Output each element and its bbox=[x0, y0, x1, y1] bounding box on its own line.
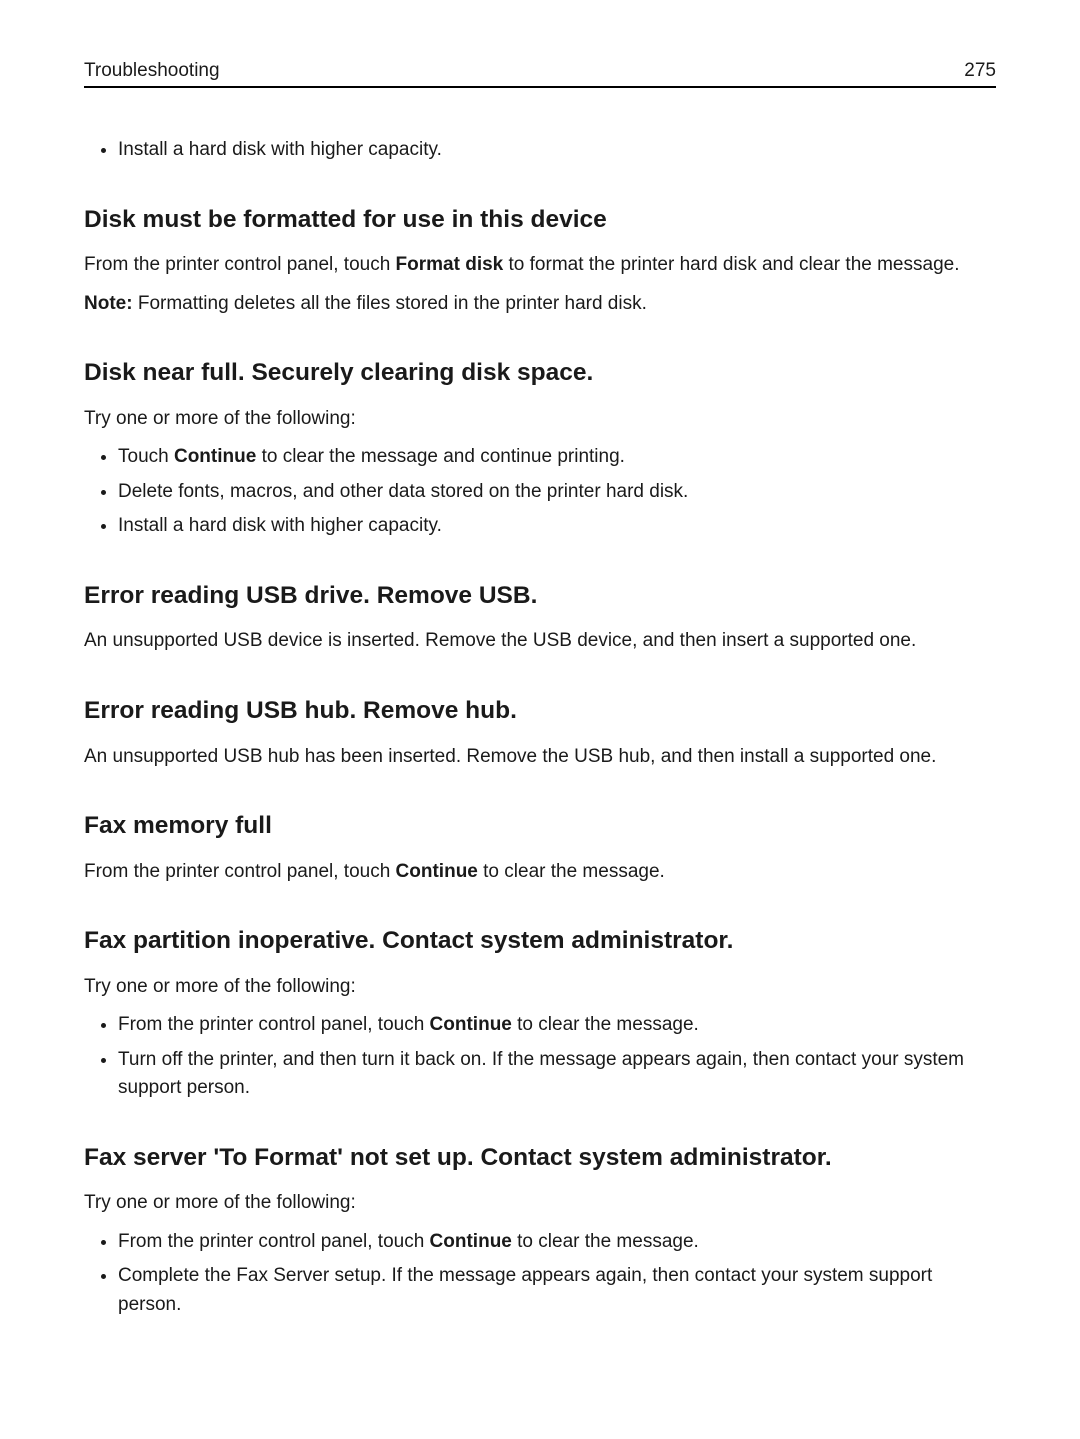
section-heading: Error reading USB hub. Remove hub. bbox=[84, 696, 996, 727]
text-run: From the printer control panel, touch bbox=[118, 1014, 430, 1035]
paragraph: Note: Formatting deletes all the files s… bbox=[84, 290, 996, 319]
text-run: An unsupported USB hub has been inserted… bbox=[84, 746, 936, 767]
list-item: Install a hard disk with higher capacity… bbox=[118, 136, 996, 165]
bullet-list: From the printer control panel, touch Co… bbox=[84, 1011, 996, 1103]
text-run: Delete fonts, macros, and other data sto… bbox=[118, 481, 688, 502]
text-run: to clear the message. bbox=[512, 1231, 699, 1252]
paragraph: An unsupported USB device is inserted. R… bbox=[84, 627, 996, 656]
text-run: From the printer control panel, touch bbox=[84, 254, 396, 275]
bold-text: Continue bbox=[174, 446, 256, 467]
bold-text: Note: bbox=[84, 293, 133, 314]
bold-text: Format disk bbox=[396, 254, 504, 275]
header-title: Troubleshooting bbox=[84, 60, 220, 82]
doc-section: Disk near full. Securely clearing disk s… bbox=[84, 358, 996, 541]
text-run: Touch bbox=[118, 446, 174, 467]
section-heading: Disk must be formatted for use in this d… bbox=[84, 205, 996, 236]
text-run: Install a hard disk with higher capacity… bbox=[118, 515, 442, 536]
doc-section: Fax memory full From the printer control … bbox=[84, 811, 996, 886]
doc-section: Error reading USB drive. Remove USB. An u… bbox=[84, 581, 996, 656]
section-heading: Disk near full. Securely clearing disk s… bbox=[84, 358, 996, 389]
paragraph: Try one or more of the following: bbox=[84, 973, 996, 1002]
text-run: Complete the Fax Server setup. If the me… bbox=[118, 1265, 932, 1315]
list-item: Complete the Fax Server setup. If the me… bbox=[118, 1262, 996, 1319]
text-run: Formatting deletes all the files stored … bbox=[133, 293, 647, 314]
page-header: Troubleshooting 275 bbox=[84, 60, 996, 88]
paragraph: An unsupported USB hub has been inserted… bbox=[84, 743, 996, 772]
doc-section: Error reading USB hub. Remove hub. An uns… bbox=[84, 696, 996, 771]
intro-bullet-list: Install a hard disk with higher capacity… bbox=[84, 136, 996, 165]
list-item: Delete fonts, macros, and other data sto… bbox=[118, 478, 996, 507]
doc-section: Fax partition inoperative. Contact syste… bbox=[84, 926, 996, 1103]
section-heading: Error reading USB drive. Remove USB. bbox=[84, 581, 996, 612]
text-run: to format the printer hard disk and clea… bbox=[503, 254, 959, 275]
text-run: Try one or more of the following: bbox=[84, 1192, 356, 1213]
text-run: An unsupported USB device is inserted. R… bbox=[84, 630, 916, 651]
bold-text: Continue bbox=[396, 861, 478, 882]
text-run: to clear the message and continue printi… bbox=[256, 446, 625, 467]
page-number: 275 bbox=[964, 60, 996, 82]
bold-text: Continue bbox=[430, 1014, 512, 1035]
list-item: From the printer control panel, touch Co… bbox=[118, 1011, 996, 1040]
list-item: Touch Continue to clear the message and … bbox=[118, 443, 996, 472]
text-run: From the printer control panel, touch bbox=[118, 1231, 430, 1252]
paragraph: Try one or more of the following: bbox=[84, 405, 996, 434]
section-heading: Fax partition inoperative. Contact syste… bbox=[84, 926, 996, 957]
doc-section: Disk must be formatted for use in this d… bbox=[84, 205, 996, 319]
text-run: to clear the message. bbox=[478, 861, 665, 882]
section-heading: Fax memory full bbox=[84, 811, 996, 842]
text-run: Turn off the printer, and then turn it b… bbox=[118, 1049, 964, 1099]
text-run: to clear the message. bbox=[512, 1014, 699, 1035]
list-item: From the printer control panel, touch Co… bbox=[118, 1228, 996, 1257]
bullet-list: From the printer control panel, touch Co… bbox=[84, 1228, 996, 1320]
text-run: From the printer control panel, touch bbox=[84, 861, 396, 882]
text-run: Try one or more of the following: bbox=[84, 408, 356, 429]
list-item: Turn off the printer, and then turn it b… bbox=[118, 1046, 996, 1103]
document-page: Troubleshooting 275 Install a hard disk … bbox=[0, 0, 1080, 1439]
bullet-list: Touch Continue to clear the message and … bbox=[84, 443, 996, 541]
paragraph: From the printer control panel, touch Co… bbox=[84, 858, 996, 887]
paragraph: From the printer control panel, touch Fo… bbox=[84, 251, 996, 280]
section-heading: Fax server 'To Format' not set up. Conta… bbox=[84, 1143, 996, 1174]
list-item: Install a hard disk with higher capacity… bbox=[118, 512, 996, 541]
doc-section: Fax server 'To Format' not set up. Conta… bbox=[84, 1143, 996, 1320]
paragraph: Try one or more of the following: bbox=[84, 1189, 996, 1218]
text-run: Try one or more of the following: bbox=[84, 976, 356, 997]
bold-text: Continue bbox=[430, 1231, 512, 1252]
